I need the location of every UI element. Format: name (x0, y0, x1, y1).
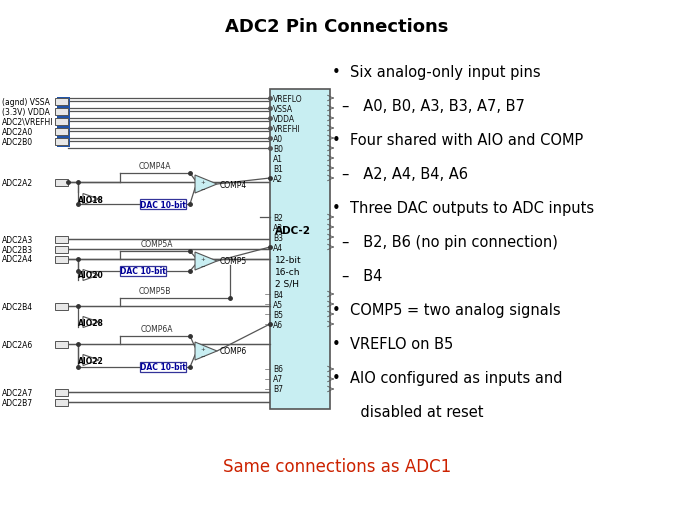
Text: B4: B4 (273, 290, 283, 299)
Text: B1: B1 (273, 164, 283, 173)
Text: ADC2B4: ADC2B4 (2, 302, 33, 311)
Text: AIO22: AIO22 (78, 356, 104, 365)
Text: VSSA: VSSA (273, 105, 293, 113)
Text: ADC2\VREFHI: ADC2\VREFHI (2, 117, 53, 126)
Text: B7: B7 (273, 385, 283, 394)
Text: ADC2A3: ADC2A3 (2, 235, 33, 244)
Text: AIO18: AIO18 (78, 195, 104, 204)
Text: −: − (200, 263, 205, 268)
Text: –   B4: – B4 (342, 269, 382, 283)
Text: ADC2A6: ADC2A6 (2, 340, 33, 349)
Bar (55, 256, 68, 263)
Text: A3: A3 (273, 223, 283, 232)
Text: A5: A5 (273, 300, 283, 309)
Bar (270, 90, 330, 409)
Text: Same connections as ADC1: Same connections as ADC1 (223, 457, 451, 475)
Text: +: + (200, 346, 205, 351)
Polygon shape (195, 252, 217, 271)
Text: COMP6A: COMP6A (141, 324, 173, 333)
Text: VREFHI: VREFHI (273, 124, 301, 133)
Bar (140, 199, 186, 210)
Bar (55, 246, 68, 253)
Polygon shape (83, 317, 99, 328)
Bar (120, 267, 166, 276)
Text: 12-bit
16-ch
2 S/H: 12-bit 16-ch 2 S/H (275, 256, 302, 288)
Polygon shape (83, 270, 99, 281)
Text: ADC2B3: ADC2B3 (2, 245, 33, 254)
Text: ADC2A2: ADC2A2 (2, 178, 33, 187)
Text: COMP5A: COMP5A (141, 239, 173, 248)
Text: VDDA: VDDA (273, 114, 295, 123)
Text: AIO20: AIO20 (78, 271, 104, 280)
Text: –   A0, B0, A3, B3, A7, B7: – A0, B0, A3, B3, A7, B7 (342, 99, 525, 114)
Text: (3.3V) VDDA: (3.3V) VDDA (2, 107, 50, 116)
Text: DAC 10-bit: DAC 10-bit (140, 200, 186, 209)
Text: COMP5: COMP5 (220, 257, 247, 266)
Text: +: + (200, 180, 205, 185)
Text: A6: A6 (273, 320, 283, 329)
Text: ADC2B7: ADC2B7 (2, 398, 33, 407)
Text: ADC2A7: ADC2A7 (2, 388, 33, 397)
Text: A2: A2 (273, 174, 283, 183)
Bar (55, 389, 68, 396)
Text: DAC 10-bit: DAC 10-bit (140, 363, 186, 372)
Text: +: + (200, 257, 205, 262)
Bar (55, 128, 68, 135)
Text: –   B2, B6 (no pin connection): – B2, B6 (no pin connection) (342, 234, 558, 249)
Polygon shape (195, 342, 217, 360)
Bar (57, 98, 70, 147)
Bar (55, 138, 68, 145)
Text: ADC2B0: ADC2B0 (2, 137, 33, 146)
Text: disabled at reset: disabled at reset (342, 404, 483, 419)
Text: •  AIO configured as inputs and: • AIO configured as inputs and (332, 370, 563, 385)
Polygon shape (83, 355, 99, 366)
Text: VREFLO: VREFLO (273, 94, 303, 104)
Bar (55, 236, 68, 243)
Text: •  Six analog-only input pins: • Six analog-only input pins (332, 65, 541, 80)
Text: •  Four shared with AIO and COMP: • Four shared with AIO and COMP (332, 133, 583, 147)
Text: A1: A1 (273, 154, 283, 163)
Text: ADC2A0: ADC2A0 (2, 127, 33, 136)
Text: B5: B5 (273, 310, 283, 319)
Text: –   A2, A4, B4, A6: – A2, A4, B4, A6 (342, 167, 468, 182)
Text: •  Three DAC outputs to ADC inputs: • Three DAC outputs to ADC inputs (332, 200, 594, 216)
Text: −: − (200, 352, 205, 358)
Text: AIO28: AIO28 (78, 318, 104, 327)
Bar (55, 341, 68, 348)
Text: ADC2 Pin Connections: ADC2 Pin Connections (225, 18, 449, 36)
Text: A4: A4 (273, 243, 283, 252)
Bar (55, 179, 68, 186)
Text: (agnd) VSSA: (agnd) VSSA (2, 97, 50, 106)
Polygon shape (83, 194, 99, 205)
Text: COMP4: COMP4 (220, 180, 247, 189)
Text: •  VREFLO on B5: • VREFLO on B5 (332, 336, 453, 351)
Bar (55, 399, 68, 406)
Text: B2: B2 (273, 213, 283, 222)
Text: B0: B0 (273, 144, 283, 153)
Bar (55, 98, 68, 105)
Text: •  COMP5 = two analog signals: • COMP5 = two analog signals (332, 302, 561, 317)
Text: COMP6: COMP6 (220, 347, 247, 356)
Text: A7: A7 (273, 375, 283, 384)
Bar (55, 118, 68, 125)
Bar (55, 303, 68, 310)
Bar (140, 362, 186, 372)
Polygon shape (195, 176, 217, 193)
Text: B3: B3 (273, 233, 283, 242)
Text: DAC 10-bit: DAC 10-bit (120, 267, 166, 276)
Text: ADC-2: ADC-2 (275, 225, 311, 235)
Text: B6: B6 (273, 365, 283, 374)
Text: ADC2A4: ADC2A4 (2, 255, 33, 264)
Text: −: − (200, 186, 205, 190)
Bar (55, 108, 68, 115)
Text: COMP4A: COMP4A (139, 162, 171, 171)
Text: A0: A0 (273, 134, 283, 143)
Text: COMP5B: COMP5B (139, 286, 171, 295)
